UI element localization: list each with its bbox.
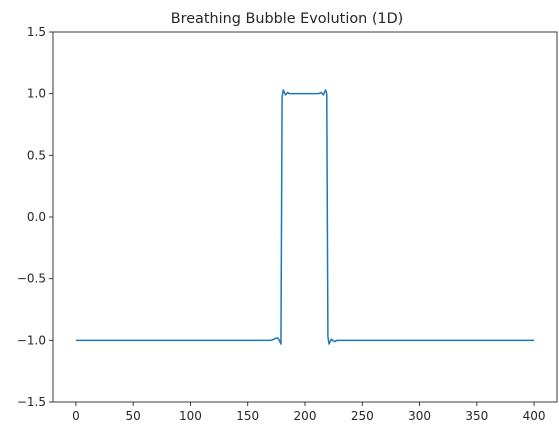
- x-tick-label: 200: [294, 409, 317, 423]
- x-tick-label: 300: [408, 409, 431, 423]
- x-tick-label: 0: [72, 409, 80, 423]
- y-tick-label: −0.5: [17, 272, 46, 286]
- x-tick-label: 50: [126, 409, 141, 423]
- y-tick-label: 1.0: [27, 87, 46, 101]
- x-tick-label: 400: [523, 409, 546, 423]
- plot-area: [75, 89, 535, 345]
- x-tick-label: 350: [465, 409, 488, 423]
- y-tick-label: −1.5: [17, 395, 46, 409]
- x-tick-label: 250: [351, 409, 374, 423]
- y-tick-label: 0.5: [27, 148, 46, 162]
- y-tick-label: −1.0: [17, 333, 46, 347]
- axes-frame: [52, 31, 558, 403]
- y-tick-label: 1.5: [27, 25, 46, 39]
- y-tick-label: 0.0: [27, 210, 46, 224]
- series-line-0: [75, 89, 535, 345]
- x-tick-label: 100: [179, 409, 202, 423]
- chart-title: Breathing Bubble Evolution (1D): [171, 11, 404, 27]
- x-tick-label: 150: [236, 409, 259, 423]
